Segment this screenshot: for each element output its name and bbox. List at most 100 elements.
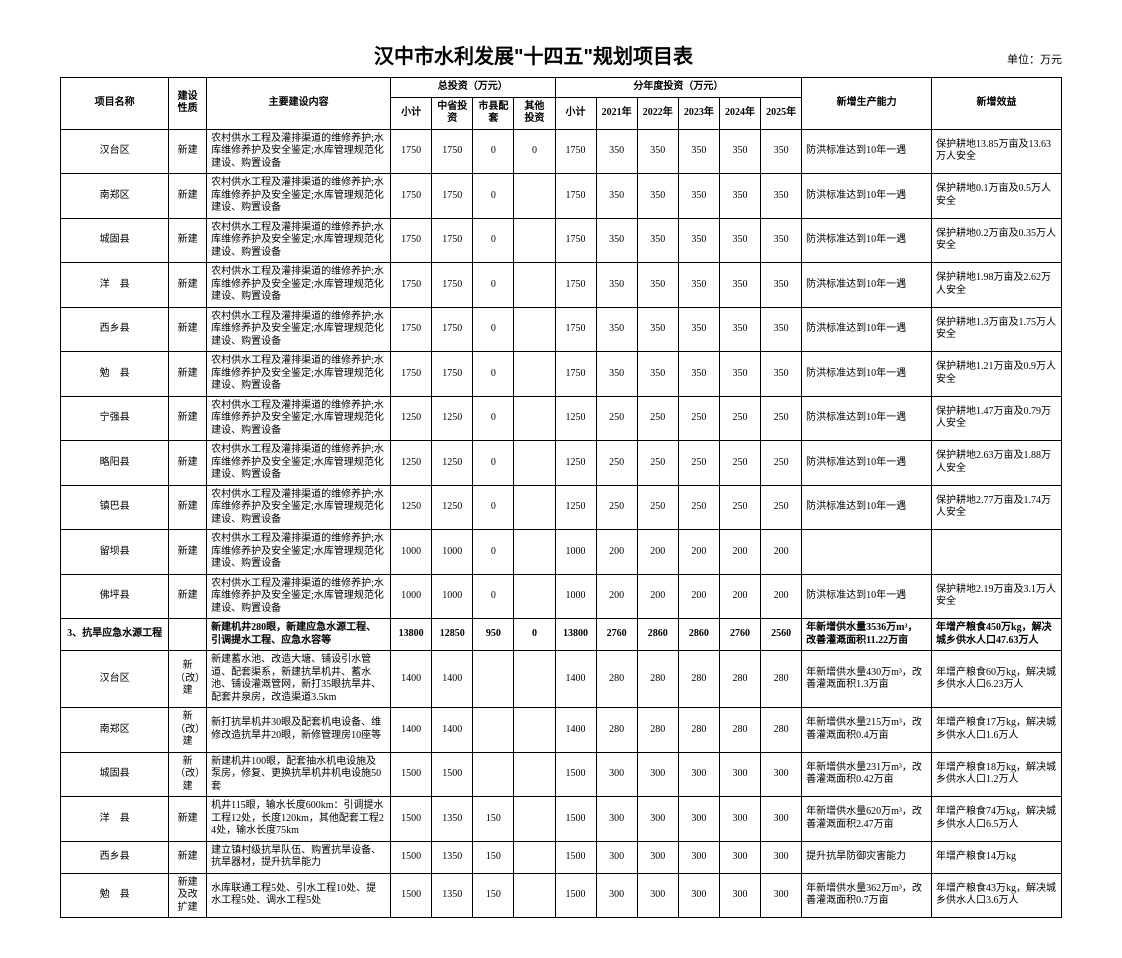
cell-y1: 300 bbox=[596, 873, 637, 918]
cell-t2: 1250 bbox=[432, 485, 473, 530]
cell-cap: 防洪标准达到10年一遇 bbox=[802, 485, 932, 530]
cell-y2: 350 bbox=[637, 307, 678, 352]
cell-ben: 保护耕地2.19万亩及3.1万人安全 bbox=[932, 574, 1062, 619]
cell-y0: 1250 bbox=[555, 441, 596, 486]
cell-cap bbox=[802, 530, 932, 575]
cell-t1: 1500 bbox=[391, 841, 432, 873]
cell-name: 城固县 bbox=[61, 752, 169, 797]
cell-ben: 年增产粮食18万kg，解决城乡供水人口1.2万人 bbox=[932, 752, 1062, 797]
cell-t2: 1750 bbox=[432, 307, 473, 352]
cell-y0: 1500 bbox=[555, 841, 596, 873]
cell-y3: 250 bbox=[678, 441, 719, 486]
cell-name: 南郑区 bbox=[61, 708, 169, 753]
cell-t1: 1500 bbox=[391, 873, 432, 918]
cell-y0: 1500 bbox=[555, 752, 596, 797]
cell-name: 汉台区 bbox=[61, 651, 169, 708]
cell-y1: 250 bbox=[596, 396, 637, 441]
cell-y3: 2860 bbox=[678, 619, 719, 651]
cell-y1: 300 bbox=[596, 841, 637, 873]
cell-y3: 350 bbox=[678, 307, 719, 352]
cell-cap: 防洪标准达到10年一遇 bbox=[802, 129, 932, 174]
cell-cap: 年新增供水量3536万m³，改善灌溉面积11.22万亩 bbox=[802, 619, 932, 651]
cell-y2: 350 bbox=[637, 352, 678, 397]
cell-t3: 0 bbox=[473, 485, 514, 530]
table-row: 南郑区新建农村供水工程及灌排渠道的维修养护;水库维修养护及安全鉴定;水库管理规范… bbox=[61, 174, 1062, 219]
cell-y5: 350 bbox=[761, 129, 802, 174]
cell-t4: 0 bbox=[514, 619, 555, 651]
cell-t2: 12850 bbox=[432, 619, 473, 651]
cell-y4: 250 bbox=[719, 396, 760, 441]
cell-name: 南郑区 bbox=[61, 174, 169, 219]
cell-content: 农村供水工程及灌排渠道的维修养护;水库维修养护及安全鉴定;水库管理规范化建设、购… bbox=[207, 218, 391, 263]
cell-y3: 200 bbox=[678, 574, 719, 619]
table-row: 城固县新（改）建新建机井100眼，配套抽水机电设施及泵房，修复、更换抗旱机井机电… bbox=[61, 752, 1062, 797]
cell-t2: 1250 bbox=[432, 396, 473, 441]
page-title: 汉中市水利发展"十四五"规划项目表 bbox=[60, 40, 1007, 69]
cell-y1: 350 bbox=[596, 218, 637, 263]
cell-nature: 新（改）建 bbox=[169, 708, 207, 753]
cell-t1: 1750 bbox=[391, 129, 432, 174]
cell-y5: 280 bbox=[761, 651, 802, 708]
cell-cap: 防洪标准达到10年一遇 bbox=[802, 441, 932, 486]
cell-y3: 350 bbox=[678, 263, 719, 308]
cell-name: 宁强县 bbox=[61, 396, 169, 441]
cell-ben: 保护耕地1.47万亩及0.79万人安全 bbox=[932, 396, 1062, 441]
cell-ben: 年增产粮食43万kg，解决城乡供水人口3.6万人 bbox=[932, 873, 1062, 918]
cell-nature: 新建 bbox=[169, 129, 207, 174]
cell-cap: 年新增供水量231万m³，改善灌溉面积0.42万亩 bbox=[802, 752, 932, 797]
cell-y3: 200 bbox=[678, 530, 719, 575]
cell-name: 西乡县 bbox=[61, 307, 169, 352]
cell-y2: 200 bbox=[637, 574, 678, 619]
th-2024: 2024年 bbox=[719, 97, 760, 129]
cell-nature: 新建 bbox=[169, 530, 207, 575]
cell-y2: 280 bbox=[637, 651, 678, 708]
cell-nature: 新建及改扩建 bbox=[169, 873, 207, 918]
cell-y3: 350 bbox=[678, 218, 719, 263]
cell-y2: 300 bbox=[637, 873, 678, 918]
cell-y1: 350 bbox=[596, 174, 637, 219]
table-row: 城固县新建农村供水工程及灌排渠道的维修养护;水库维修养护及安全鉴定;水库管理规范… bbox=[61, 218, 1062, 263]
cell-t2: 1750 bbox=[432, 129, 473, 174]
cell-y1: 350 bbox=[596, 352, 637, 397]
cell-y4: 350 bbox=[719, 263, 760, 308]
th-2022: 2022年 bbox=[637, 97, 678, 129]
cell-cap: 防洪标准达到10年一遇 bbox=[802, 307, 932, 352]
cell-t1: 1750 bbox=[391, 307, 432, 352]
cell-y5: 280 bbox=[761, 708, 802, 753]
cell-nature: 新（改）建 bbox=[169, 651, 207, 708]
cell-cap: 防洪标准达到10年一遇 bbox=[802, 396, 932, 441]
cell-name: 洋 县 bbox=[61, 263, 169, 308]
cell-t1: 1750 bbox=[391, 218, 432, 263]
cell-y2: 2860 bbox=[637, 619, 678, 651]
cell-t2: 1750 bbox=[432, 352, 473, 397]
cell-y5: 2560 bbox=[761, 619, 802, 651]
table-row: 南郑区新（改）建新打抗旱机井30眼及配套机电设备、维修改造抗旱井20眼，新修管理… bbox=[61, 708, 1062, 753]
cell-y2: 250 bbox=[637, 396, 678, 441]
cell-t3 bbox=[473, 651, 514, 708]
table-row: 宁强县新建农村供水工程及灌排渠道的维修养护;水库维修养护及安全鉴定;水库管理规范… bbox=[61, 396, 1062, 441]
cell-y2: 250 bbox=[637, 485, 678, 530]
cell-y4: 300 bbox=[719, 841, 760, 873]
cell-t1: 1400 bbox=[391, 651, 432, 708]
cell-y2: 350 bbox=[637, 129, 678, 174]
cell-content: 建立镇村级抗旱队伍、购置抗旱设备、抗旱器材，提升抗旱能力 bbox=[207, 841, 391, 873]
table-row: 勉 县新建农村供水工程及灌排渠道的维修养护;水库维修养护及安全鉴定;水库管理规范… bbox=[61, 352, 1062, 397]
cell-y4: 300 bbox=[719, 873, 760, 918]
cell-y1: 350 bbox=[596, 129, 637, 174]
cell-y1: 2760 bbox=[596, 619, 637, 651]
cell-t1: 1000 bbox=[391, 574, 432, 619]
cell-t3: 150 bbox=[473, 797, 514, 842]
th-prov: 中省投资 bbox=[432, 97, 473, 129]
cell-y4: 350 bbox=[719, 352, 760, 397]
table-row: 汉台区新（改）建新建蓄水池、改造大塘、铺设引水管道、配套渠系，新建抗旱机井、蓄水… bbox=[61, 651, 1062, 708]
cell-nature: 新（改）建 bbox=[169, 752, 207, 797]
cell-y4: 280 bbox=[719, 708, 760, 753]
cell-y5: 350 bbox=[761, 263, 802, 308]
cell-t4 bbox=[514, 873, 555, 918]
cell-y2: 300 bbox=[637, 797, 678, 842]
cell-t4 bbox=[514, 218, 555, 263]
th-year-group: 分年度投资（万元） bbox=[555, 78, 802, 98]
cell-t3: 0 bbox=[473, 441, 514, 486]
cell-y1: 280 bbox=[596, 708, 637, 753]
cell-y0: 1750 bbox=[555, 174, 596, 219]
